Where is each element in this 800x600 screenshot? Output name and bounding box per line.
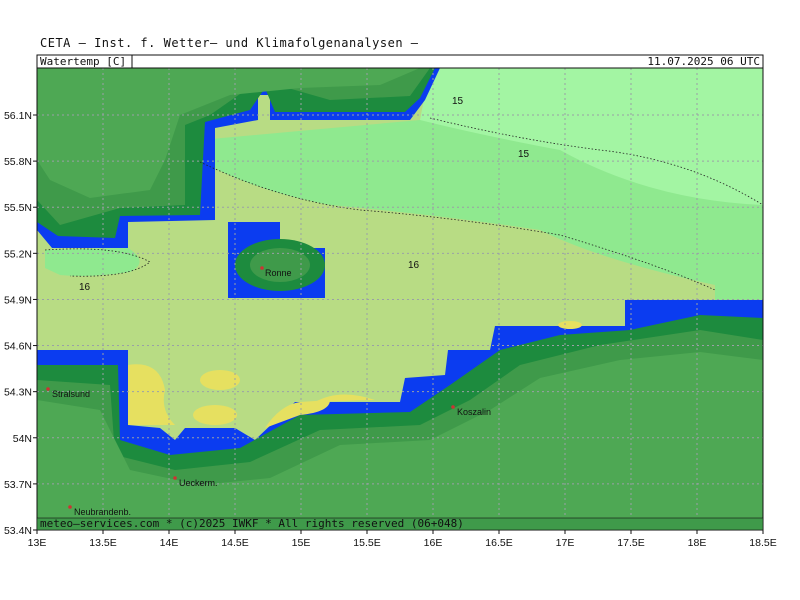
city-ueckerm: Ueckerm.: [179, 478, 218, 488]
isoline-15: [429, 117, 763, 206]
lat-tick-label: 54.9N: [4, 294, 32, 306]
lon-tick-label: 14E: [160, 537, 179, 549]
valid-time: 11.07.2025 06 UTC: [647, 55, 760, 68]
city-ronne: Ronne: [265, 268, 292, 278]
city-dot-ronne: [260, 266, 264, 270]
lon-tick-label: 18E: [688, 537, 707, 549]
lon-tick-label: 13.5E: [89, 537, 116, 549]
lat-tick-label: 56.1N: [4, 110, 32, 122]
warm-patch-5: [315, 394, 375, 402]
bornholm-land: [250, 248, 310, 282]
lat-tick-label: 55.2N: [4, 248, 32, 260]
variable-label-box: [36, 54, 133, 69]
city-dot-neubrandenb: [68, 505, 72, 509]
lon-tick-label: 17E: [556, 537, 575, 549]
lat-tick-label: 55.8N: [4, 156, 32, 168]
lat-tick-label: 54N: [13, 433, 32, 445]
lon-tick-label: 14.5E: [221, 537, 248, 549]
city-dot-stralsund: [46, 387, 50, 391]
lat-lon-grid: [37, 68, 763, 530]
variable-label: Watertemp [C]: [40, 55, 126, 68]
sea-patch-west: [45, 248, 140, 276]
chart-title: CETA – Inst. f. Wetter– und Klimafolgena…: [40, 36, 419, 50]
isoline-label-15a: 15: [452, 96, 464, 107]
lon-tick-label: 17.5E: [617, 537, 644, 549]
copyright-footer: meteo–services.com * (c)2025 IWKF * All …: [40, 517, 464, 530]
lon-tick-label: 16.5E: [485, 537, 512, 549]
warm-patch-6: [558, 321, 582, 329]
city-neubrandenb: Neubrandenb.: [74, 507, 131, 517]
city-dot-koszalin: [451, 405, 455, 409]
city-dot-ueckerm: [173, 476, 177, 480]
footer-bar: [36, 517, 764, 531]
lat-tick-label: 54.6N: [4, 341, 32, 353]
map-field: [37, 68, 763, 530]
city-stralsund: Stralsund: [52, 389, 90, 399]
sea-15-zone: [420, 68, 763, 205]
isoline-16-west: [44, 248, 151, 277]
axis-ticks: 13E 13.5E 14E 14.5E 15E 15.5E 16E 16.5E 17E 17.5E…: [4, 110, 777, 549]
warm-patch-4: [265, 400, 330, 428]
lon-tick-label: 15.5E: [353, 537, 380, 549]
lon-tick-label: 15E: [292, 537, 311, 549]
isoline-label-16b: 16: [79, 282, 91, 293]
sweden-land-inner: [37, 68, 420, 198]
isoline-label-16a: 16: [408, 260, 420, 271]
lon-tick-label: 18.5E: [749, 537, 776, 549]
lon-tick-label: 16E: [424, 537, 443, 549]
warm-patch-2: [200, 370, 240, 390]
isoline-label-15b: 15: [518, 149, 530, 160]
lat-tick-label: 53.4N: [4, 525, 32, 537]
lon-tick-label: 13E: [28, 537, 47, 549]
city-koszalin: Koszalin: [457, 407, 491, 417]
lat-tick-label: 55.5N: [4, 202, 32, 214]
lat-tick-label: 53.7N: [4, 479, 32, 491]
south-land-inner: [37, 352, 763, 530]
warm-patch-1: [128, 364, 175, 425]
city-markers: Stralsund Ronne Koszalin Ueckerm. Neubra…: [46, 266, 491, 517]
lat-tick-label: 54.3N: [4, 387, 32, 399]
warm-patch-3: [193, 405, 237, 425]
